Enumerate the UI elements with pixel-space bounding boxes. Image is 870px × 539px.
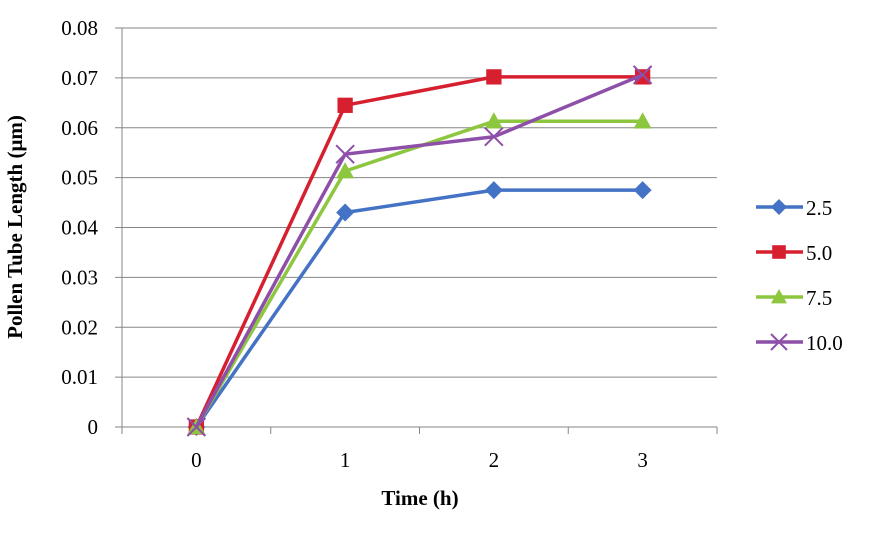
series-5.0 — [188, 69, 651, 435]
x-tick-label: 0 — [191, 448, 202, 472]
y-tick-label: 0.04 — [61, 216, 98, 240]
legend-item-10.0: 10.0 — [756, 331, 843, 355]
y-axis-title: Pollen Tube Length (μm) — [3, 115, 27, 339]
legend-label: 2.5 — [806, 196, 832, 220]
triangle-marker — [336, 162, 355, 179]
triangle-marker — [484, 112, 503, 129]
x-tick-label: 1 — [340, 448, 351, 472]
legend-item-5.0: 5.0 — [756, 241, 832, 265]
square-marker — [486, 69, 502, 85]
triangle-marker — [771, 289, 787, 304]
series-lines — [186, 65, 653, 437]
legend-item-2.5: 2.5 — [756, 196, 832, 220]
diamond-marker — [771, 199, 787, 215]
y-tick-label: 0.03 — [61, 265, 98, 289]
series-line — [194, 119, 643, 428]
diamond-marker — [484, 181, 503, 200]
diamond-marker — [336, 203, 355, 222]
y-tick-labels: 0 0.01 0.02 0.03 0.04 0.05 0.06 0.07 0.08 — [61, 16, 98, 439]
legend: 2.5 5.0 7.5 10.0 — [756, 196, 843, 355]
square-marker — [634, 69, 651, 85]
legend-label: 7.5 — [806, 286, 832, 310]
x-axis-title: Time (h) — [381, 486, 458, 510]
y-tick-label: 0.08 — [61, 16, 98, 40]
x-marker — [770, 333, 788, 351]
series-line — [194, 188, 643, 428]
legend-label: 5.0 — [806, 241, 832, 265]
series-line — [194, 75, 643, 428]
gridlines — [122, 27, 717, 378]
series-2.5 — [187, 181, 652, 436]
x-tick-label: 3 — [637, 448, 648, 472]
y-tick-label: 0.07 — [61, 66, 98, 90]
y-tick-label: 0.01 — [61, 365, 98, 389]
y-tick-label: 0.05 — [61, 166, 98, 190]
legend-item-7.5: 7.5 — [756, 286, 832, 310]
square-marker — [772, 245, 786, 259]
axes — [115, 27, 718, 434]
x-marker — [186, 417, 207, 437]
y-tick-label: 0.06 — [61, 116, 98, 140]
series-7.5 — [187, 112, 652, 435]
x-marker — [484, 127, 504, 147]
square-marker — [337, 97, 353, 113]
x-tick-label: 2 — [489, 448, 500, 472]
legend-label: 10.0 — [806, 331, 843, 355]
triangle-marker — [633, 112, 652, 129]
x-marker — [335, 144, 355, 164]
series-10.0 — [186, 65, 653, 437]
x-tick-labels: 0 1 2 3 — [191, 448, 648, 472]
diamond-marker — [633, 181, 652, 200]
series-line — [194, 73, 644, 428]
x-marker — [632, 65, 653, 85]
y-tick-label: 0 — [88, 415, 99, 439]
y-tick-label: 0.02 — [61, 315, 98, 339]
